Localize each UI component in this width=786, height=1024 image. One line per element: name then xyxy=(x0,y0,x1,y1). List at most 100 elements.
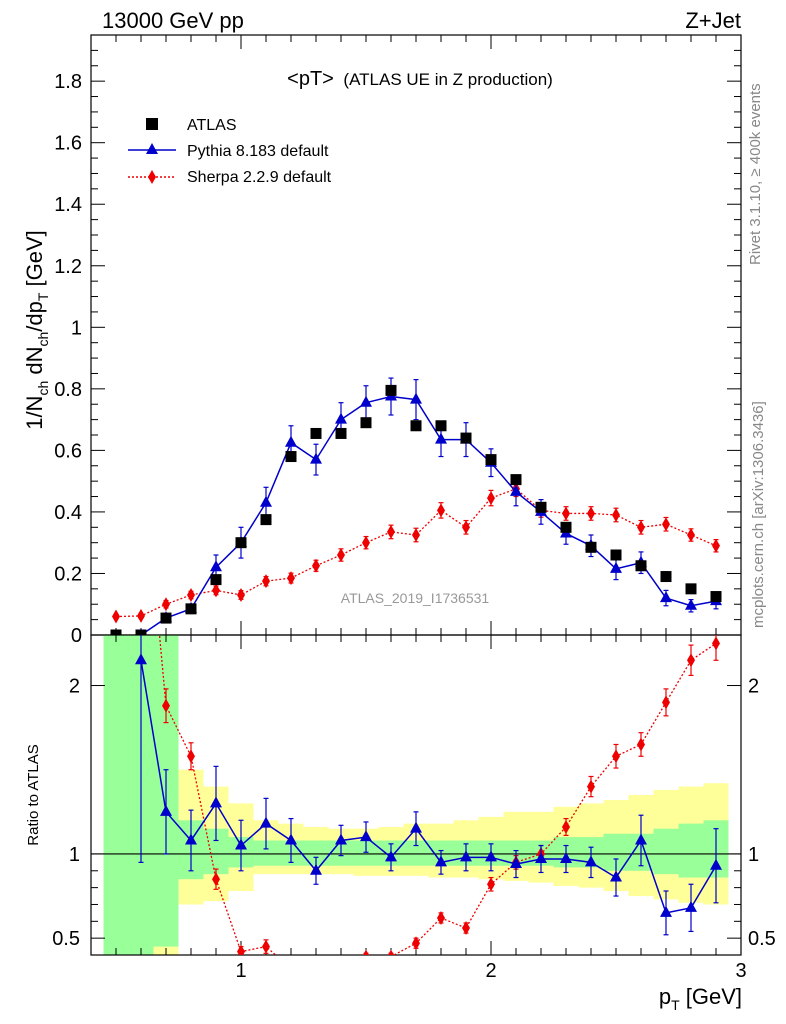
sherpa-point xyxy=(187,588,195,602)
ratio-y-tick-label: 0.5 xyxy=(52,928,80,950)
pythia-point xyxy=(435,432,447,444)
atlas-point xyxy=(185,603,197,615)
sherpa-point xyxy=(137,608,145,623)
rivet-label: Rivet 3.1.10, ≥ 400k events xyxy=(747,83,764,265)
pythia-ratio-point xyxy=(510,857,522,869)
sherpa-point xyxy=(587,506,595,521)
pythia-point xyxy=(610,561,622,573)
y-tick-label: 1.4 xyxy=(54,194,82,216)
ratio-y-tick-label-right: 0.5 xyxy=(748,928,776,950)
sherpa-ratio-point xyxy=(437,910,445,925)
atlas-point xyxy=(235,537,247,549)
energy-label: 13000 GeV pp xyxy=(102,8,244,33)
plot-title-sub: (ATLAS UE in Z production) xyxy=(343,70,552,89)
pythia-ratio-point xyxy=(360,830,372,842)
pythia-ratio-point xyxy=(235,838,247,850)
main-plot-panel: 0 0.2 0.4 0.6 0.8 1 1.2 1.4 1.6 1.8 xyxy=(54,34,742,647)
pythia-ratio-point xyxy=(685,900,697,912)
sherpa-point xyxy=(612,508,620,522)
y-tick-label: 0.8 xyxy=(54,379,82,401)
sherpa-ratio-point xyxy=(687,653,695,668)
atlas-point xyxy=(485,454,497,466)
ratio-y-tick-label-right: 1 xyxy=(748,844,759,866)
pythia-ratio-point xyxy=(285,833,297,845)
atlas-point xyxy=(285,451,297,463)
sherpa-ratio-point xyxy=(662,695,670,710)
atlas-point xyxy=(385,384,397,396)
sherpa-point xyxy=(287,571,295,586)
sherpa-ratio-point xyxy=(340,954,342,955)
sherpa-ratio-point xyxy=(287,961,295,975)
atlas-point xyxy=(110,629,122,635)
atlas-point xyxy=(560,521,572,533)
pythia-ratio-point xyxy=(460,850,472,862)
atlas-point xyxy=(135,629,147,635)
pythia-ratio-line xyxy=(140,660,717,914)
sherpa-point xyxy=(487,491,495,506)
sherpa-ratio-point xyxy=(587,779,595,794)
sherpa-ratio-point xyxy=(262,939,270,954)
pythia-point xyxy=(260,495,272,507)
sherpa-ratio-point xyxy=(387,949,395,955)
sherpa-point xyxy=(637,520,645,535)
pythia-ratio-point xyxy=(385,850,397,862)
pythia-ratio-point xyxy=(560,852,572,863)
legend: ATLAS Pythia 8.183 default Sherpa 2.2.9 … xyxy=(128,117,332,186)
sherpa-ratio-point xyxy=(187,749,195,764)
sherpa-point xyxy=(662,517,670,532)
atlas-point xyxy=(360,417,372,429)
pythia-ratio-point xyxy=(660,905,672,917)
pythia-ratio-point xyxy=(635,833,647,845)
pythia-ratio-point xyxy=(610,870,622,882)
atlas-point xyxy=(260,514,272,526)
pythia-ratio-point xyxy=(135,653,147,665)
sherpa-point xyxy=(337,548,345,562)
pythia-ratio-point xyxy=(210,796,222,808)
sherpa-point xyxy=(437,503,445,518)
pythia-point xyxy=(210,560,222,572)
sherpa-point xyxy=(462,520,470,535)
legend-pythia-marker xyxy=(146,143,158,154)
sherpa-ratio-point xyxy=(462,921,470,936)
pythia-ratio-point xyxy=(160,804,172,816)
legend-pythia-label: Pythia 8.183 default xyxy=(187,143,329,160)
sherpa-ratio-point xyxy=(237,944,245,955)
y-tick-label: 1.8 xyxy=(54,71,82,93)
atlas-point xyxy=(410,420,422,432)
atlas-point xyxy=(685,583,697,595)
pythia-point xyxy=(285,435,297,447)
pythia-ratio-point xyxy=(535,852,547,863)
x-tick-label: 1 xyxy=(235,960,246,982)
main-series xyxy=(110,377,722,635)
y-tick-label: 0.6 xyxy=(54,440,82,462)
atlas-point xyxy=(510,474,522,486)
atlas-point xyxy=(335,427,347,439)
pythia-point xyxy=(510,484,522,496)
pythia-point xyxy=(360,395,372,407)
sherpa-point xyxy=(112,609,120,624)
plot-title-main: <pT> xyxy=(287,68,334,90)
legend-atlas-marker xyxy=(146,118,158,130)
process-label: Z+Jet xyxy=(685,8,741,33)
sherpa-point xyxy=(687,528,695,542)
analysis-watermark: ATLAS_2019_I1736531 xyxy=(341,590,490,606)
y-tick-label: 0.2 xyxy=(54,563,82,585)
atlas-point xyxy=(585,541,597,553)
sherpa-ratio-point xyxy=(162,698,170,713)
x-tick-label: 2 xyxy=(485,960,496,982)
y-tick-label: 1.2 xyxy=(54,256,82,278)
sherpa-point xyxy=(362,535,370,550)
sherpa-point xyxy=(562,506,570,521)
sherpa-ratio-line xyxy=(158,635,717,955)
pythia-ratio-point xyxy=(485,850,497,862)
sherpa-ratio-point xyxy=(362,949,370,955)
ratio-series xyxy=(135,635,722,975)
legend-atlas-label: ATLAS xyxy=(187,117,237,134)
pythia-point xyxy=(685,598,697,610)
sherpa-point xyxy=(387,524,395,539)
ratio-plot-panel: 1 2 30.5 0.51 12 2 xyxy=(52,634,776,982)
sherpa-point xyxy=(262,574,270,589)
atlas-point xyxy=(635,560,647,572)
sherpa-point xyxy=(162,597,170,612)
mcplots-label: mcplots.cern.ch [arXiv:1306.3436] xyxy=(750,401,767,628)
